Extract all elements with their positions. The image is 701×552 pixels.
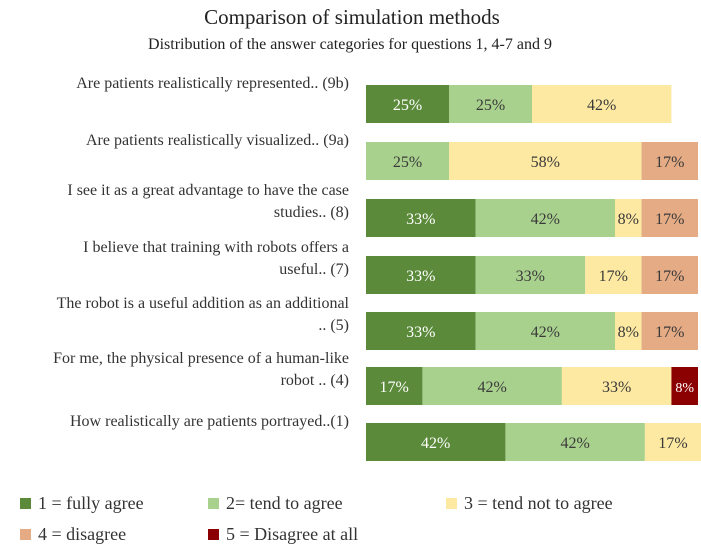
bar-segment xyxy=(644,423,701,461)
category-label-line: For me, the physical presence of a human… xyxy=(53,350,349,367)
data-label: 17% xyxy=(380,379,409,396)
category-label: The robot is a useful addition as an add… xyxy=(57,295,350,334)
category-label: For me, the physical presence of a human… xyxy=(53,350,349,389)
bar-segment xyxy=(366,142,449,180)
data-label: 42% xyxy=(477,379,506,396)
data-label: 8% xyxy=(618,211,639,228)
data-label: 8% xyxy=(675,381,694,396)
data-label: 42% xyxy=(531,324,560,341)
bar-segment xyxy=(585,256,642,294)
legend-swatch xyxy=(20,529,31,540)
data-label: 42% xyxy=(421,435,450,452)
bar-segment xyxy=(671,367,698,405)
category-label: I see it as a great advantage to have th… xyxy=(67,182,349,221)
bar-segment xyxy=(366,256,476,294)
bar-segment xyxy=(366,199,476,237)
bar-segment xyxy=(475,256,586,294)
chart-title: Comparison of simulation methods xyxy=(204,5,500,29)
bar-segment xyxy=(366,367,423,405)
bar-segment xyxy=(641,312,698,350)
category-label: Are patients realistically represented..… xyxy=(76,75,349,92)
data-label: 25% xyxy=(393,97,422,114)
legend-label: 3 = tend not to agree xyxy=(464,493,613,513)
data-label: 58% xyxy=(531,154,560,171)
data-label: 42% xyxy=(531,211,560,228)
bar-segment xyxy=(475,312,615,350)
data-label: 17% xyxy=(655,211,684,228)
data-label: 42% xyxy=(587,97,616,114)
legend-label: 1 = fully agree xyxy=(38,493,144,513)
bar-segment xyxy=(641,256,698,294)
category-label-line: .. (5) xyxy=(318,317,349,334)
category-label-line: Are patients realistically visualized.. … xyxy=(86,132,349,149)
legend-swatch xyxy=(446,498,457,509)
legend-label: 4 = disagree xyxy=(38,524,126,544)
data-label: 17% xyxy=(599,268,628,285)
bar-segment xyxy=(532,85,672,123)
category-label-line: How realistically are patients portrayed… xyxy=(70,413,349,430)
bar-segment xyxy=(366,312,476,350)
bar-segment xyxy=(449,85,532,123)
chart-subtitle: Distribution of the answer categories fo… xyxy=(148,36,552,53)
category-label-line: studies.. (8) xyxy=(274,204,349,221)
legend-label: 2= tend to agree xyxy=(226,493,343,513)
bar-segment xyxy=(449,142,642,180)
data-label: 33% xyxy=(406,211,435,228)
plot-area: Are patients realistically represented..… xyxy=(53,75,701,461)
category-label-line: robot .. (4) xyxy=(281,372,349,389)
data-label: 42% xyxy=(560,435,589,452)
bar-segment xyxy=(615,312,642,350)
bar-segment xyxy=(615,199,642,237)
bar-segment xyxy=(366,85,449,123)
bar-segment xyxy=(561,367,672,405)
bar-segment xyxy=(422,367,562,405)
legend-swatch xyxy=(20,498,31,509)
legend-swatch xyxy=(208,529,219,540)
category-label: Are patients realistically visualized.. … xyxy=(86,132,349,149)
data-label: 33% xyxy=(516,268,545,285)
bar-segment xyxy=(505,423,645,461)
data-label: 17% xyxy=(655,324,684,341)
category-label: I believe that training with robots offe… xyxy=(83,239,349,278)
category-label-line: Are patients realistically represented..… xyxy=(76,75,349,92)
data-label: 33% xyxy=(406,324,435,341)
bar-segment xyxy=(641,199,698,237)
category-label-line: I see it as a great advantage to have th… xyxy=(67,182,349,199)
data-label: 33% xyxy=(602,379,631,396)
bar-segment xyxy=(641,142,698,180)
legend-label: 5 = Disagree at all xyxy=(226,524,358,544)
data-label: 17% xyxy=(655,268,684,285)
data-label: 25% xyxy=(393,154,422,171)
legend: 1 = fully agree 2= tend to agree 3 = tend … xyxy=(20,493,613,544)
category-label-line: useful.. (7) xyxy=(279,261,349,278)
category-label-line: I believe that training with robots offe… xyxy=(83,239,349,256)
bar-segment xyxy=(475,199,615,237)
data-label: 33% xyxy=(406,268,435,285)
data-label: 17% xyxy=(658,435,687,452)
data-label: 17% xyxy=(655,154,684,171)
category-label: How realistically are patients portrayed… xyxy=(70,413,349,430)
legend-swatch xyxy=(208,498,219,509)
data-label: 25% xyxy=(476,97,505,114)
bar-segment xyxy=(366,423,506,461)
data-label: 8% xyxy=(618,324,639,341)
category-label-line: The robot is a useful addition as an add… xyxy=(57,295,350,312)
